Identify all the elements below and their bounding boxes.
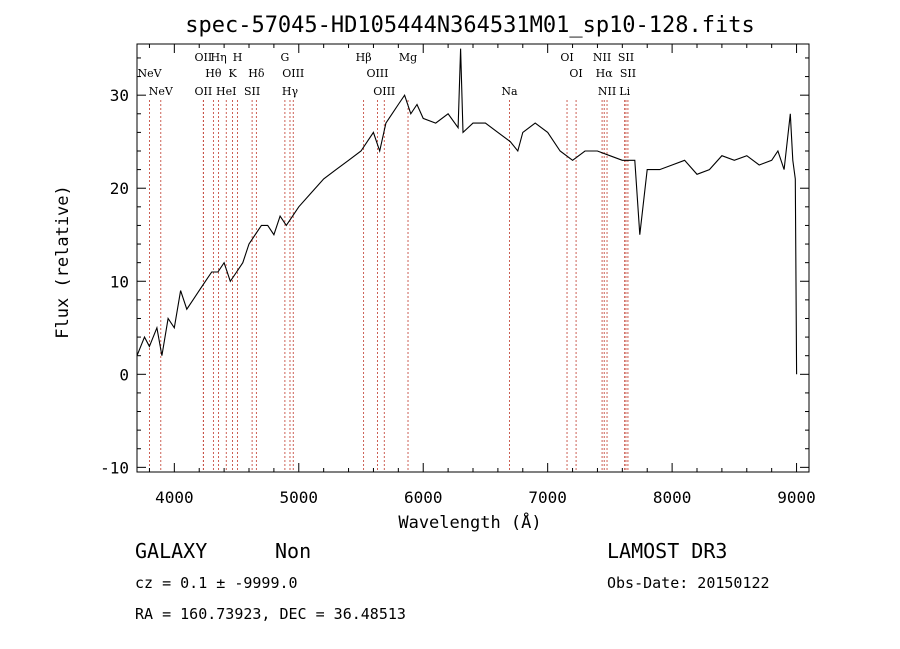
chart-title: spec-57045-HD105444N364531M01_sp10-128.f… (185, 13, 755, 38)
info-subclass: Non (275, 539, 311, 563)
line-marker-label: Hδ (248, 67, 265, 80)
line-marker-label: OII (194, 51, 212, 64)
line-marker-label: OI (569, 67, 582, 80)
x-axis-label: Wavelength (Å) (398, 511, 541, 533)
line-marker-label: Hγ (282, 85, 299, 98)
y-tick-label: 10 (110, 272, 129, 291)
line-marker-label: NII (593, 51, 611, 64)
line-marker-label: NeV (149, 85, 174, 98)
spectrum-line (136, 48, 798, 375)
line-marker-label: OIII (373, 85, 395, 98)
x-ticks: 4000 5000 6000 7000 8000 9000 (148, 44, 816, 507)
line-marker-label: SII (244, 85, 260, 98)
line-marker-label: Hα (596, 67, 614, 80)
line-marker-label: Li (619, 85, 630, 98)
x-tick-label: 9000 (777, 488, 816, 507)
y-axis-label: Flux (relative) (53, 185, 73, 339)
line-marker-label: SII (618, 51, 634, 64)
line-marker-label: NeV (137, 67, 162, 80)
x-tick-label: 4000 (155, 488, 194, 507)
y-ticks: -10 0 10 20 30 (100, 57, 809, 477)
line-marker-label: Hθ (205, 67, 222, 80)
x-tick-label: 5000 (280, 488, 319, 507)
info-obs-date: Obs-Date: 20150122 (607, 574, 770, 592)
line-marker-label: OI (560, 51, 573, 64)
line-marker-label: OII (194, 85, 212, 98)
x-tick-label: 6000 (404, 488, 443, 507)
info-class: GALAXY (135, 539, 207, 563)
line-marker-label: Na (501, 85, 518, 98)
y-tick-label: -10 (100, 458, 129, 477)
series-group (136, 48, 798, 375)
line-marker-label: K (228, 67, 237, 80)
info-radec: RA = 160.73923, DEC = 36.48513 (135, 605, 406, 623)
x-tick-label: 8000 (653, 488, 692, 507)
line-marker-label: SII (620, 67, 636, 80)
line-marker-label: HeI (216, 85, 236, 98)
line-marker-label: Mg (399, 51, 417, 64)
info-cz: cz = 0.1 ± -9999.0 (135, 574, 298, 592)
line-marker-label: Hη (211, 51, 227, 64)
y-tick-label: 20 (110, 179, 129, 198)
line-marker-label: Hβ (356, 51, 372, 64)
line-marker-label: NII (598, 85, 616, 98)
x-tick-label: 7000 (528, 488, 567, 507)
y-tick-label: 30 (110, 86, 129, 105)
line-marker-label: OIII (282, 67, 304, 80)
line-marker-label: OIII (366, 67, 388, 80)
line-marker-label: H (233, 51, 243, 64)
line-marker-label: G (281, 51, 290, 64)
info-survey: LAMOST DR3 (607, 539, 727, 563)
y-tick-label: 0 (119, 365, 129, 384)
